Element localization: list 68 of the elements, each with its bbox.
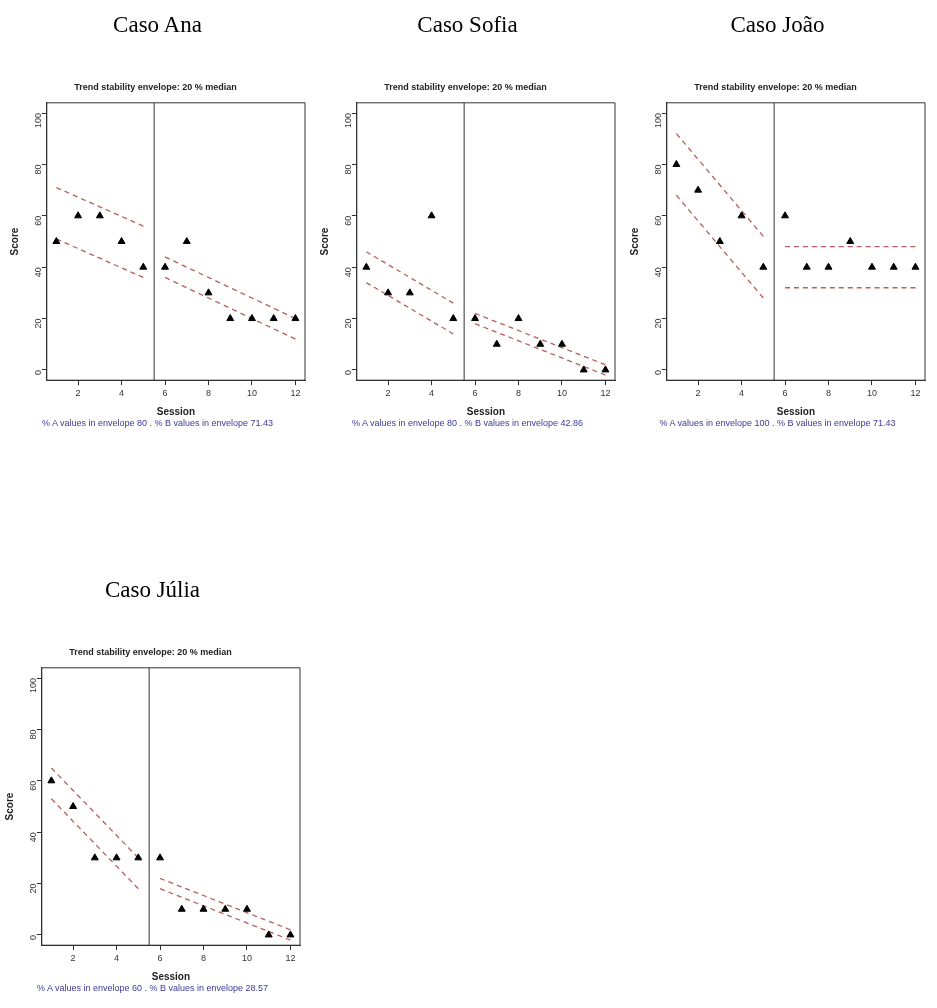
x-tick-label: 2 xyxy=(695,388,701,399)
x-tick-label: 2 xyxy=(385,388,391,399)
y-tick-label: 100 xyxy=(33,113,44,129)
text: % A values in envelope 100 . % B values in envelope 71.43 xyxy=(658,418,897,428)
x-tick-label: 12 xyxy=(290,388,301,399)
x-tick-label: 4 xyxy=(114,953,120,964)
x-tick-label: 6 xyxy=(162,388,168,399)
chart-title: Caso Sofia xyxy=(416,11,519,39)
x-axis-title: Session xyxy=(151,970,191,982)
text: % A values in envelope 80 . % B values in envelope 42.86 xyxy=(350,418,585,428)
y-axis-title: Score xyxy=(3,792,15,821)
y-tick-label: 20 xyxy=(653,318,664,329)
x-tick-label: 10 xyxy=(246,388,257,399)
y-tick-label: 0 xyxy=(33,369,44,375)
x-tick-label: 2 xyxy=(70,953,76,964)
chart-subtitle: Trend stability envelope: 20 % median xyxy=(384,81,547,92)
y-tick-label: 40 xyxy=(33,267,44,278)
chart-subtitle: Trend stability envelope: 20 % median xyxy=(694,81,857,92)
x-tick-label: 4 xyxy=(739,388,745,399)
x-tick-label: 6 xyxy=(157,953,163,964)
x-axis-title: Session xyxy=(776,405,816,417)
x-tick-label: 8 xyxy=(515,388,522,399)
text: % A values in envelope 60 . % B values in envelope 28.57 xyxy=(35,983,270,993)
y-axis-title: Score xyxy=(8,227,20,256)
y-tick-label: 20 xyxy=(28,883,39,894)
y-tick-label: 20 xyxy=(33,318,44,329)
y-tick-label: 0 xyxy=(343,369,354,375)
x-tick-label: 8 xyxy=(205,388,212,399)
y-tick-label: 100 xyxy=(653,113,664,129)
y-tick-label: 100 xyxy=(343,113,354,129)
chart-title: Caso Ana xyxy=(112,11,203,39)
y-tick-label: 80 xyxy=(653,164,664,175)
y-tick-label: 40 xyxy=(28,832,39,843)
y-tick-label: 60 xyxy=(28,780,39,791)
x-tick-label: 10 xyxy=(866,388,877,399)
y-tick-label: 100 xyxy=(28,678,39,694)
x-axis-title: Session xyxy=(156,405,196,417)
chart-title: Caso Júlia xyxy=(103,576,202,604)
y-tick-label: 40 xyxy=(343,267,354,278)
x-axis-title: Session xyxy=(466,405,506,417)
x-tick-label: 10 xyxy=(241,953,252,964)
chart-title: Caso João xyxy=(729,11,826,39)
x-tick-label: 8 xyxy=(825,388,832,399)
x-tick-label: 12 xyxy=(910,388,921,399)
y-tick-label: 60 xyxy=(653,215,664,226)
x-tick-label: 8 xyxy=(200,953,207,964)
x-tick-label: 2 xyxy=(75,388,81,399)
y-tick-label: 80 xyxy=(343,164,354,175)
y-tick-label: 60 xyxy=(33,215,44,226)
y-tick-label: 80 xyxy=(28,729,39,740)
text: % A values in envelope 80 . % B values in envelope 71.43 xyxy=(40,418,275,428)
x-tick-label: 12 xyxy=(285,953,296,964)
chart-subtitle: Trend stability envelope: 20 % median xyxy=(74,81,237,92)
x-tick-label: 6 xyxy=(782,388,788,399)
y-tick-label: 80 xyxy=(33,164,44,175)
x-tick-label: 6 xyxy=(472,388,478,399)
y-tick-label: 60 xyxy=(343,215,354,226)
x-tick-label: 4 xyxy=(119,388,125,399)
y-axis-title: Score xyxy=(318,227,330,256)
y-tick-label: 40 xyxy=(653,267,664,278)
y-tick-label: 20 xyxy=(343,318,354,329)
y-tick-label: 0 xyxy=(28,934,39,940)
x-tick-label: 12 xyxy=(600,388,611,399)
x-tick-label: 4 xyxy=(429,388,435,399)
chart-subtitle: Trend stability envelope: 20 % median xyxy=(69,646,232,657)
x-tick-label: 10 xyxy=(556,388,567,399)
y-axis-title: Score xyxy=(628,227,640,256)
y-tick-label: 0 xyxy=(653,369,664,375)
